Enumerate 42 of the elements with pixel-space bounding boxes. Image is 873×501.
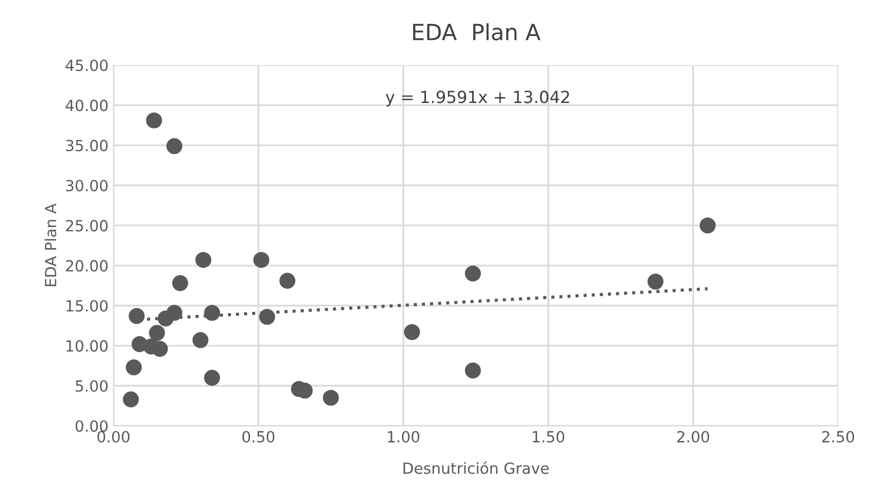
x-axis-title: Desnutrición Grave: [404, 462, 549, 474]
y-tick-label: 35.00: [66, 140, 108, 152]
chart-title: EDA Plan A: [413, 23, 540, 40]
y-tick-label: 10.00: [66, 340, 108, 352]
point: [404, 324, 420, 340]
point: [152, 340, 168, 357]
y-tick-label: 40.00: [66, 100, 108, 112]
point: [464, 266, 481, 282]
x-tick-label: 1.00: [388, 430, 420, 443]
point: [148, 324, 165, 341]
x-tick-label: 1.50: [532, 430, 564, 443]
y-axis-title: EDA Plan A: [44, 203, 56, 286]
point: [195, 252, 212, 268]
point: [322, 390, 339, 406]
y-tick-label: 15.00: [66, 300, 108, 312]
point: [172, 275, 188, 292]
point: [166, 138, 182, 154]
y-tick-label: 5.00: [76, 380, 108, 392]
point: [204, 304, 220, 321]
point: [128, 308, 145, 324]
annotation: y = 1.9591x + 13.042: [386, 90, 570, 106]
point: [192, 332, 208, 348]
point: [700, 217, 716, 234]
x-tick-label: 2.50: [822, 430, 854, 443]
y-tick-label: 45.00: [66, 60, 108, 72]
point: [648, 274, 664, 290]
y-tick-label: 20.00: [66, 260, 108, 272]
point: [253, 252, 270, 268]
y-tick-label: 0.00: [76, 420, 108, 432]
point: [146, 112, 162, 128]
point: [166, 304, 182, 321]
point: [126, 359, 142, 376]
point: [259, 308, 276, 325]
x-tick-label: 0.50: [242, 430, 274, 443]
x-tick-label: 0.00: [97, 430, 130, 443]
point: [464, 362, 481, 379]
point: [122, 391, 139, 408]
x-tick-label: 2.00: [677, 430, 710, 443]
point: [279, 272, 296, 289]
point: [204, 370, 220, 386]
y-tick-label: 25.00: [66, 220, 108, 232]
y-tick-label: 30.00: [66, 180, 108, 192]
